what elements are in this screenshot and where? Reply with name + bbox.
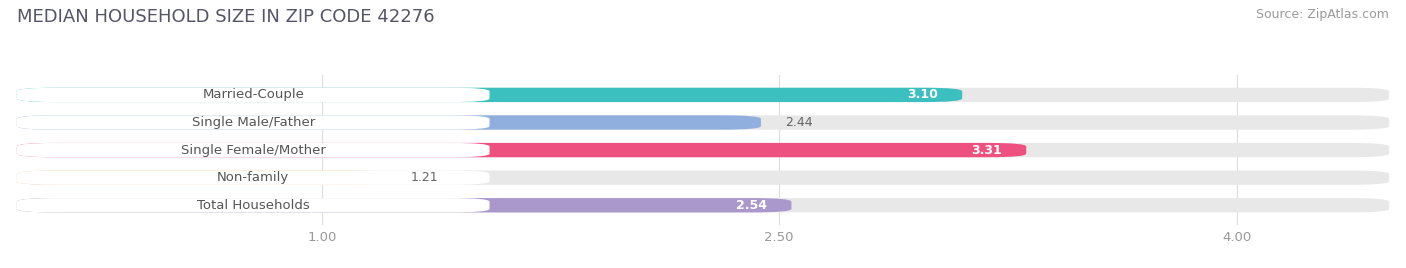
Text: Single Female/Mother: Single Female/Mother bbox=[181, 144, 326, 157]
FancyBboxPatch shape bbox=[17, 115, 761, 130]
FancyBboxPatch shape bbox=[17, 143, 1389, 157]
FancyBboxPatch shape bbox=[17, 170, 385, 185]
Text: 2.44: 2.44 bbox=[786, 116, 813, 129]
Text: Total Households: Total Households bbox=[197, 199, 309, 212]
Text: 2.54: 2.54 bbox=[735, 199, 768, 212]
FancyBboxPatch shape bbox=[17, 170, 489, 185]
Text: 1.21: 1.21 bbox=[411, 171, 437, 184]
FancyBboxPatch shape bbox=[17, 198, 489, 213]
Text: Source: ZipAtlas.com: Source: ZipAtlas.com bbox=[1256, 8, 1389, 21]
Text: Married-Couple: Married-Couple bbox=[202, 88, 304, 101]
Text: Single Male/Father: Single Male/Father bbox=[191, 116, 315, 129]
FancyBboxPatch shape bbox=[17, 170, 1389, 185]
FancyBboxPatch shape bbox=[17, 88, 1389, 102]
FancyBboxPatch shape bbox=[17, 198, 1389, 213]
FancyBboxPatch shape bbox=[17, 115, 489, 130]
FancyBboxPatch shape bbox=[17, 143, 1026, 157]
Text: 3.10: 3.10 bbox=[907, 88, 938, 101]
FancyBboxPatch shape bbox=[17, 198, 792, 213]
FancyBboxPatch shape bbox=[17, 115, 1389, 130]
Text: Non-family: Non-family bbox=[217, 171, 290, 184]
Text: MEDIAN HOUSEHOLD SIZE IN ZIP CODE 42276: MEDIAN HOUSEHOLD SIZE IN ZIP CODE 42276 bbox=[17, 8, 434, 26]
FancyBboxPatch shape bbox=[17, 88, 962, 102]
Text: 3.31: 3.31 bbox=[972, 144, 1002, 157]
FancyBboxPatch shape bbox=[17, 88, 489, 102]
FancyBboxPatch shape bbox=[17, 143, 489, 157]
